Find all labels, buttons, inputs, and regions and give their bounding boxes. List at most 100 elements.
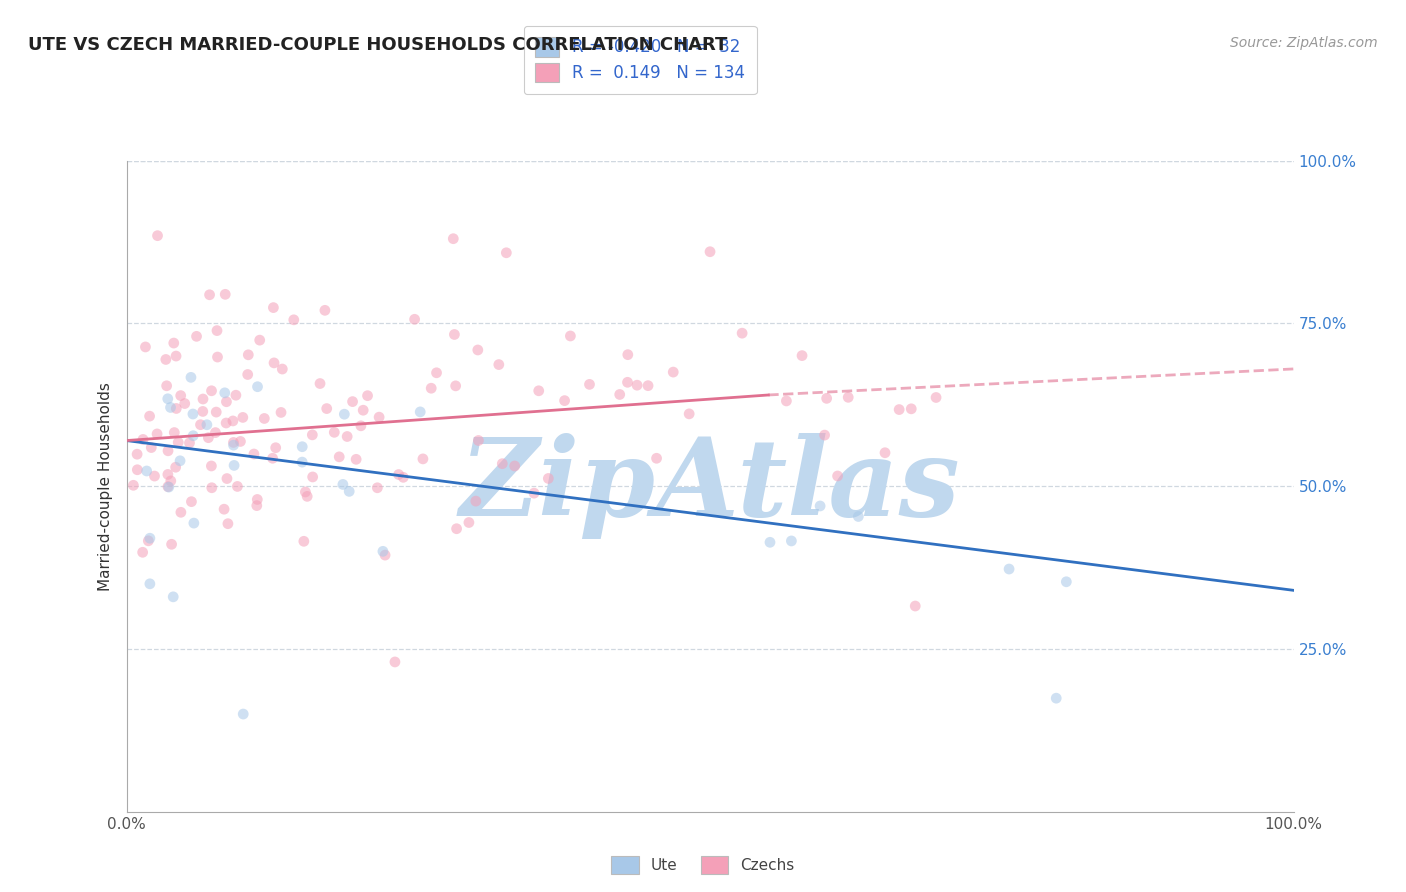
Point — [163, 425, 186, 440]
Text: ZipAtlas: ZipAtlas — [460, 434, 960, 539]
Point — [156, 378, 179, 392]
Point — [222, 435, 245, 450]
Point — [283, 313, 305, 327]
Point — [731, 326, 754, 341]
Point — [332, 477, 354, 491]
Point — [813, 428, 835, 442]
Point — [626, 378, 648, 392]
Point — [998, 562, 1021, 576]
Point — [157, 443, 180, 458]
Point — [337, 484, 360, 499]
Point — [135, 464, 157, 478]
Point — [159, 401, 181, 415]
Point — [165, 349, 187, 363]
Point — [160, 537, 183, 551]
Point — [127, 447, 149, 461]
Point — [215, 416, 238, 430]
Point — [333, 407, 356, 421]
Point — [162, 590, 184, 604]
Point — [156, 392, 179, 406]
Point — [146, 426, 169, 441]
Point — [131, 545, 153, 559]
Point — [808, 499, 831, 513]
Point — [212, 502, 235, 516]
Point — [179, 436, 201, 450]
Point — [342, 394, 364, 409]
Point — [368, 410, 391, 425]
Point — [554, 393, 576, 408]
Point — [846, 509, 869, 524]
Point — [314, 303, 336, 318]
Point — [344, 452, 367, 467]
Point — [637, 378, 659, 392]
Point — [205, 324, 228, 338]
Point — [873, 446, 896, 460]
Point — [323, 425, 346, 440]
Point — [222, 414, 245, 428]
Point — [155, 352, 177, 367]
Legend: Ute, Czechs: Ute, Czechs — [605, 850, 801, 880]
Point — [214, 385, 236, 400]
Point — [225, 388, 247, 402]
Point — [352, 403, 374, 417]
Point — [294, 485, 316, 500]
Point — [170, 388, 193, 402]
Point — [138, 533, 160, 548]
Point — [181, 428, 204, 442]
Point — [270, 405, 292, 419]
Point — [181, 407, 204, 421]
Point — [263, 356, 285, 370]
Point — [180, 494, 202, 508]
Point — [159, 474, 181, 488]
Point — [678, 407, 700, 421]
Point — [420, 381, 443, 395]
Point — [207, 350, 229, 364]
Point — [295, 489, 318, 503]
Point — [262, 301, 284, 315]
Point — [409, 405, 432, 419]
Point — [167, 435, 190, 450]
Point — [226, 479, 249, 493]
Point — [467, 434, 489, 448]
Text: UTE VS CZECH MARRIED-COUPLE HOUSEHOLDS CORRELATION CHART: UTE VS CZECH MARRIED-COUPLE HOUSEHOLDS C… — [28, 36, 727, 54]
Point — [443, 327, 465, 342]
Point — [190, 417, 212, 432]
Point — [578, 377, 600, 392]
Point — [232, 706, 254, 721]
Point — [790, 349, 813, 363]
Point — [139, 531, 162, 545]
Point — [215, 394, 238, 409]
Point — [662, 365, 685, 379]
Point — [366, 481, 388, 495]
Point — [889, 402, 911, 417]
Point — [222, 458, 245, 473]
Point — [222, 438, 245, 452]
Point — [243, 447, 266, 461]
Point — [146, 228, 169, 243]
Point — [132, 433, 155, 447]
Point — [191, 404, 214, 418]
Point — [904, 599, 927, 613]
Point — [204, 425, 226, 440]
Point — [232, 410, 254, 425]
Point — [229, 434, 252, 449]
Point — [441, 232, 464, 246]
Point — [645, 451, 668, 466]
Point — [900, 401, 922, 416]
Point — [141, 441, 163, 455]
Point — [236, 368, 259, 382]
Point — [271, 362, 294, 376]
Point — [134, 340, 156, 354]
Point — [173, 396, 195, 410]
Point — [491, 457, 513, 471]
Point — [217, 516, 239, 531]
Point — [215, 471, 238, 485]
Point — [616, 376, 638, 390]
Point — [169, 454, 191, 468]
Point — [315, 401, 337, 416]
Point — [699, 244, 721, 259]
Point — [412, 451, 434, 466]
Point — [156, 467, 179, 482]
Point — [205, 405, 228, 419]
Point — [291, 440, 314, 454]
